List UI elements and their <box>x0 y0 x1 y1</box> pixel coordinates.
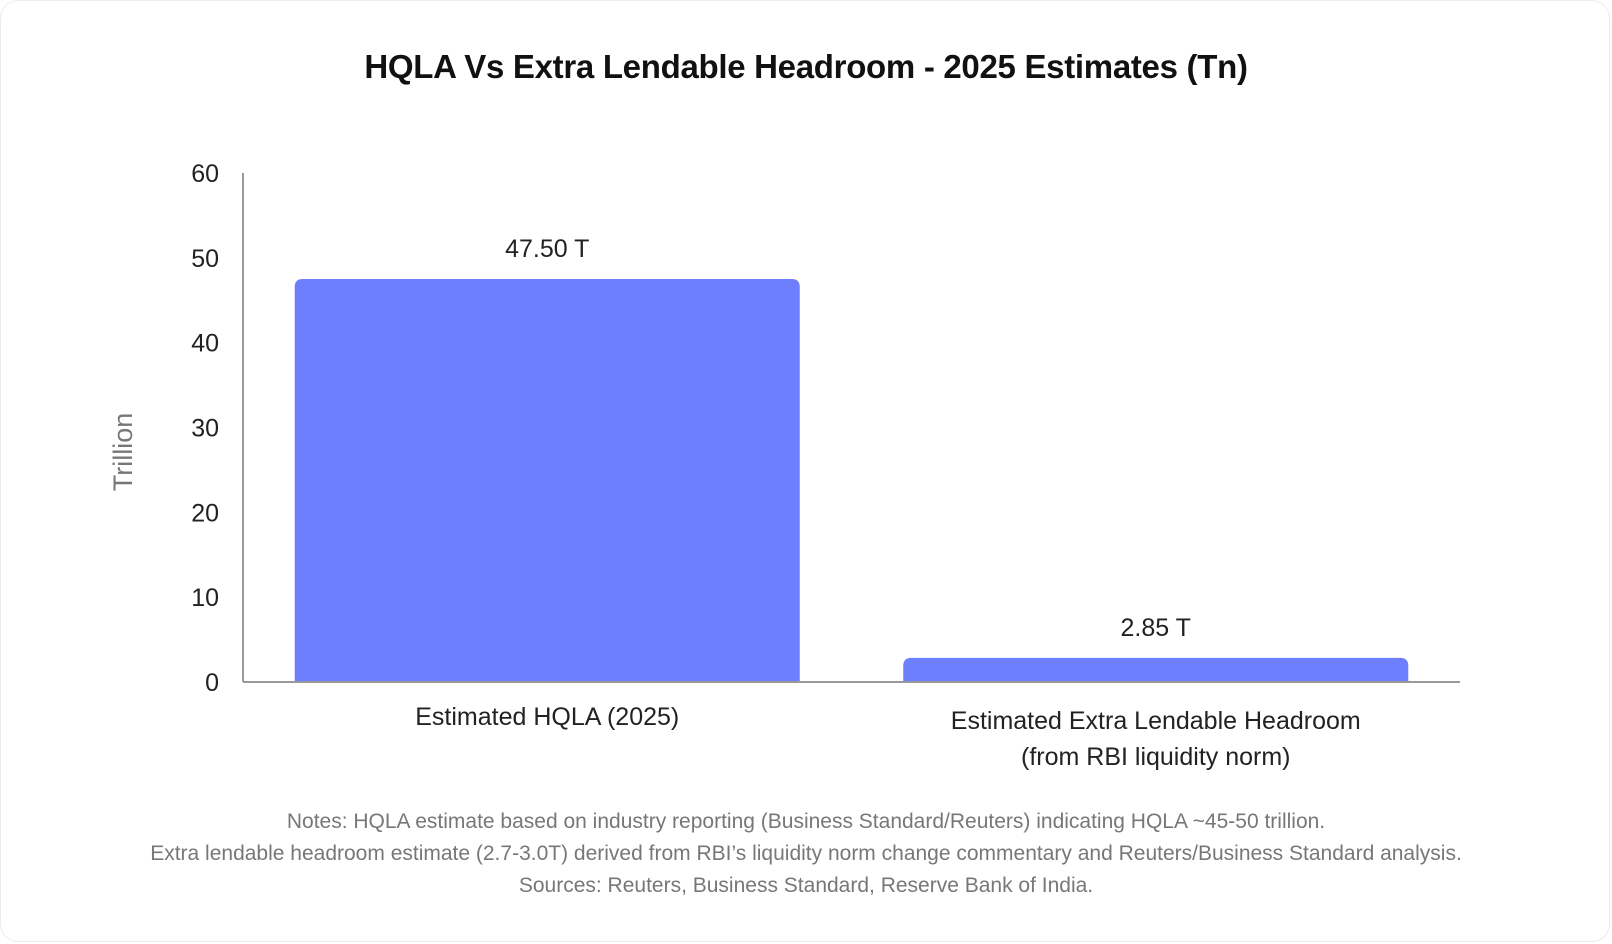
x-tick-label: (from RBI liquidity norm) <box>1021 743 1291 771</box>
notes-line: Notes: HQLA estimate based on industry r… <box>286 810 1326 833</box>
chart-title: HQLA Vs Extra Lendable Headroom - 2025 E… <box>364 48 1248 85</box>
x-tick-label: Estimated Extra Lendable Headroom <box>951 707 1361 735</box>
chart-notes: Notes: HQLA estimate based on industry r… <box>0 806 1612 902</box>
y-tick-label: 40 <box>191 330 219 358</box>
bar-chart: 0 10 20 30 40 50 60 Trillion Estimated HQLA (2… <box>108 160 1460 771</box>
y-axis-label: Trillion <box>108 413 138 492</box>
x-tick-label: Estimated HQLA (2025) <box>415 703 679 731</box>
bars <box>294 279 1409 682</box>
x-axis-labels: Estimated HQLA (2025) Estimated Extra Len… <box>415 703 1360 771</box>
y-tick-label: 20 <box>191 499 219 527</box>
notes-line: Extra lendable headroom estimate (2.7-3.… <box>150 842 1462 865</box>
data-label: 47.50 T <box>505 235 589 263</box>
y-axis-ticks: 0 10 20 30 40 50 60 <box>191 160 219 697</box>
sources-line: Sources: Reuters, Business Standard, Res… <box>518 874 1094 897</box>
y-tick-label: 10 <box>191 584 219 612</box>
data-label: 2.85 T <box>1121 614 1191 642</box>
data-labels: 47.50 T 2.85 T <box>505 235 1191 642</box>
y-tick-label: 60 <box>191 160 219 188</box>
y-tick-label: 0 <box>205 669 219 697</box>
y-tick-label: 50 <box>191 245 219 273</box>
bar <box>903 657 1409 682</box>
bar <box>294 279 800 682</box>
y-tick-label: 30 <box>191 415 219 443</box>
